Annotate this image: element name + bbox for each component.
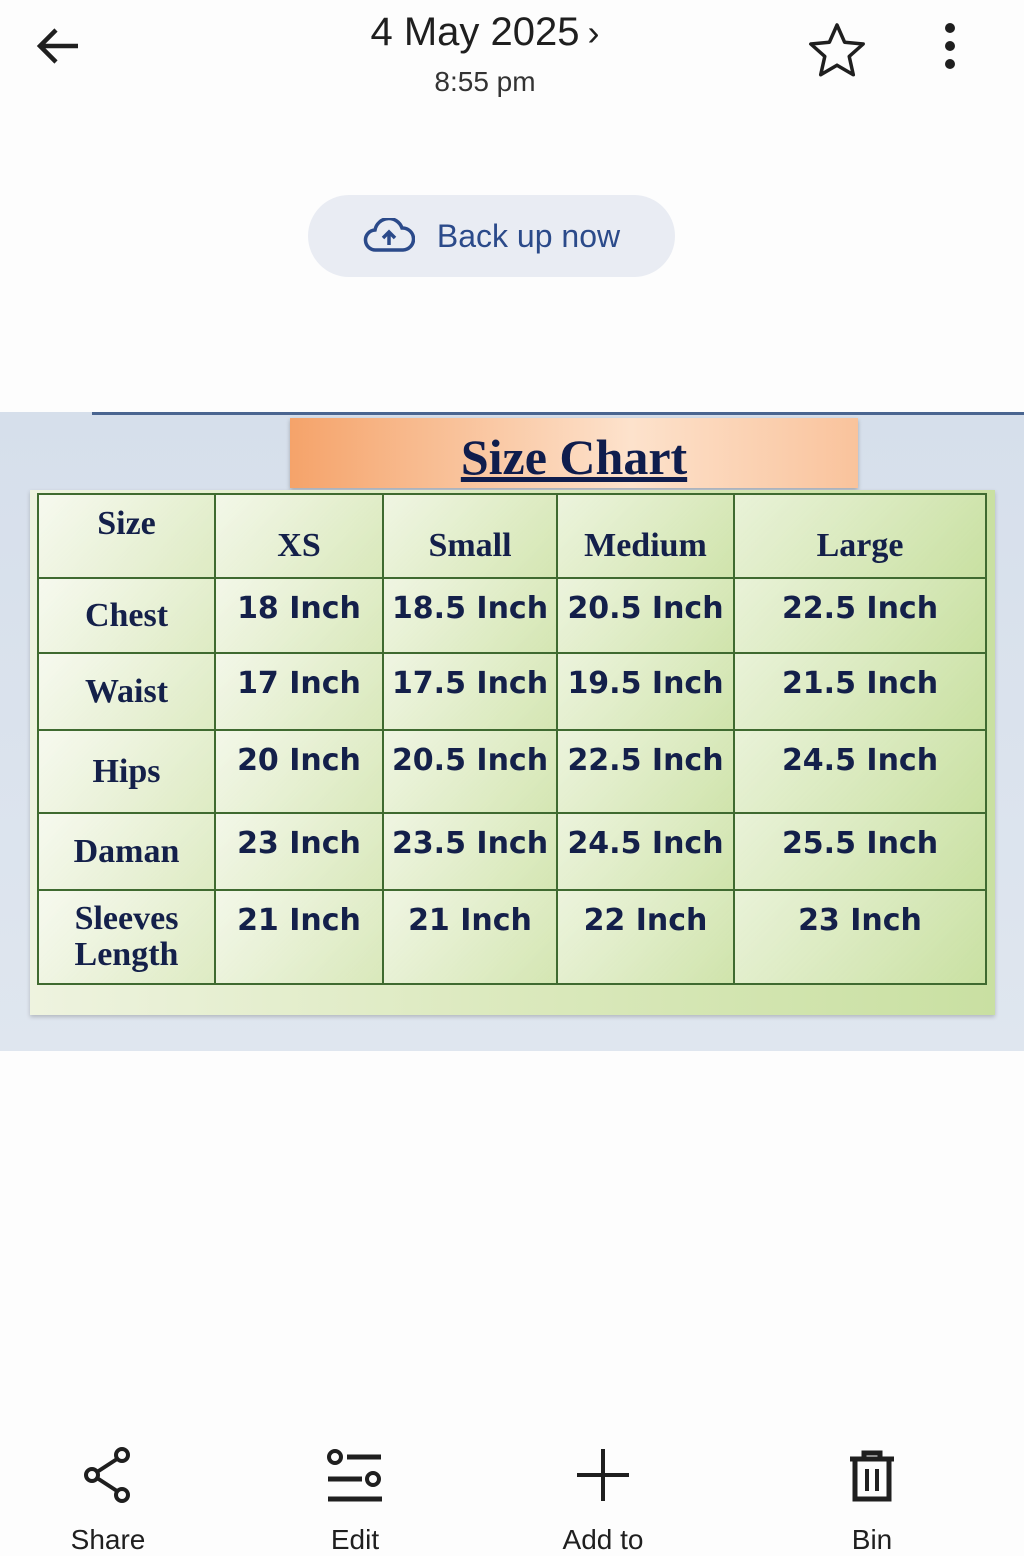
cell: 22 Inch [556,889,735,985]
back-up-now-button[interactable]: Back up now [308,195,675,277]
favorite-button[interactable] [805,20,869,80]
table-row: Sleeves Length 21 Inch 21 Inch 22 Inch 2… [37,889,987,985]
share-button[interactable]: Share [38,1445,178,1556]
photo-top-rule [92,412,1024,415]
bin-button[interactable]: Bin [802,1445,942,1556]
size-chart-title: Size Chart [460,429,688,485]
row-label: Daman [37,812,216,891]
bin-label: Bin [851,1524,893,1555]
table-row: Chest 18 Inch 18.5 Inch 20.5 Inch 22.5 I… [37,577,987,654]
cloud-upload-icon [363,218,415,252]
photo[interactable]: Size Chart Size XS Small Medium Large Ch… [0,412,1024,1051]
header-cell: Large [733,493,987,579]
cell: 24.5 Inch [733,729,987,814]
add-to-label: Add to [562,1524,644,1555]
cell: 21 Inch [382,889,558,985]
back-button[interactable] [30,20,86,72]
row-label: Hips [37,729,216,814]
cell: 17 Inch [214,652,384,731]
size-chart-banner: Size Chart [290,418,858,488]
back-up-now-label: Back up now [436,217,621,254]
row-label: Chest [37,577,216,654]
size-chart-panel: Size XS Small Medium Large Chest 18 Inch… [30,490,995,1015]
more-options-button[interactable] [925,20,975,76]
cell: 22.5 Inch [733,577,987,654]
cell: 21 Inch [214,889,384,985]
row-label: Sleeves Length [37,889,216,985]
edit-button[interactable]: Edit [285,1445,425,1556]
table-header-row: Size XS Small Medium Large [37,493,987,579]
add-to-button[interactable]: Add to [533,1445,673,1556]
header-cell: Medium [556,493,735,579]
plus-icon [577,1449,629,1501]
header-cell: Small [382,493,558,579]
table-row: Waist 17 Inch 17.5 Inch 19.5 Inch 21.5 I… [37,652,987,731]
arrow-left-icon [36,28,78,64]
cell: 18 Inch [214,577,384,654]
cell: 22.5 Inch [556,729,735,814]
trash-icon [850,1450,894,1502]
row-label: Waist [37,652,216,731]
cell: 19.5 Inch [556,652,735,731]
header-cell: Size [37,493,216,579]
cell: 17.5 Inch [382,652,558,731]
cell: 23 Inch [214,812,384,891]
cell: 20.5 Inch [382,729,558,814]
table-row: Hips 20 Inch 20.5 Inch 22.5 Inch 24.5 In… [37,729,987,814]
cell: 20 Inch [214,729,384,814]
chevron-right-icon: › [587,12,600,53]
header-cell: XS [214,493,384,579]
cell: 23.5 Inch [382,812,558,891]
share-label: Share [70,1524,146,1555]
cell: 18.5 Inch [382,577,558,654]
size-chart-table: Size XS Small Medium Large Chest 18 Inch… [37,493,987,985]
cell: 23 Inch [733,889,987,985]
star-icon [809,23,865,77]
cell: 21.5 Inch [733,652,987,731]
cell: 25.5 Inch [733,812,987,891]
time-text: 8:55 pm [434,66,536,97]
cell: 20.5 Inch [556,577,735,654]
date-text: 4 May 2025 [370,10,580,54]
edit-sliders-icon [327,1449,382,1502]
cell: 24.5 Inch [556,812,735,891]
edit-label: Edit [330,1524,380,1555]
more-vert-icon [945,23,955,69]
table-row: Daman 23 Inch 23.5 Inch 24.5 Inch 25.5 I… [37,812,987,891]
share-icon [84,1447,130,1503]
date-title[interactable]: 4 May 2025 › [0,10,970,55]
